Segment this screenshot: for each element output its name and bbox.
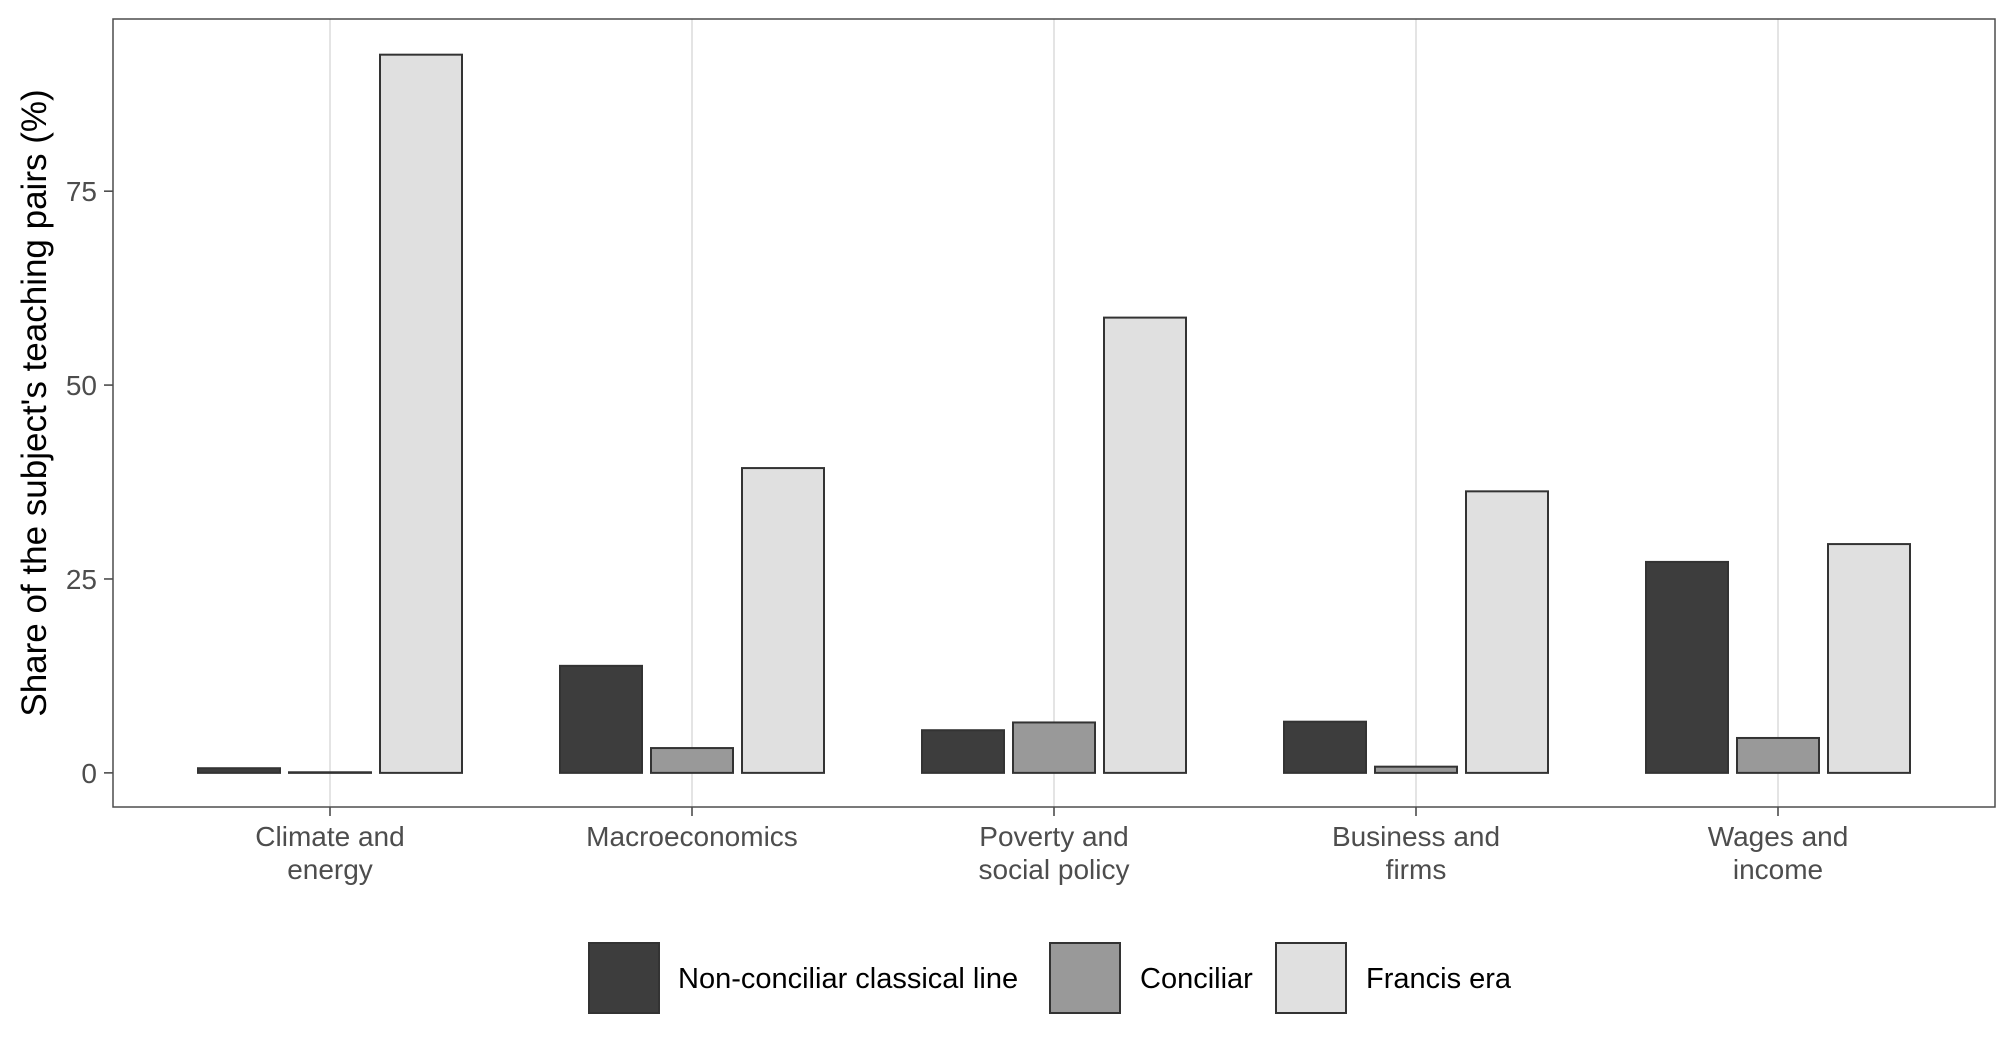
legend-label: Non-conciliar classical line [678, 963, 1018, 995]
x-axis: Climate and energy Macroeconomics Poverty a… [255, 807, 1848, 885]
x-tick-label-line: Poverty and [979, 821, 1128, 852]
bar [1827, 543, 1911, 774]
x-tick-label: Climate and energy [255, 821, 404, 885]
x-tick-label-line: social policy [979, 854, 1130, 885]
bar [650, 747, 734, 774]
y-tick-label: 50 [66, 370, 97, 401]
y-tick-label: 0 [81, 758, 97, 789]
y-axis: 0 25 50 75 [66, 176, 113, 789]
gridlines [329, 19, 1779, 807]
bar [1374, 765, 1458, 774]
x-tick-label-line: Climate and [255, 821, 404, 852]
bar [1645, 560, 1729, 774]
legend-label: Francis era [1366, 963, 1512, 995]
x-tick-label: Poverty and social policy [979, 821, 1130, 885]
x-tick-label: Macroeconomics [586, 821, 798, 852]
legend-key [1049, 942, 1121, 1014]
x-tick-label-line: Business and [1332, 821, 1500, 852]
y-axis-title: Share of the subject's teaching pairs (%… [15, 89, 54, 716]
x-tick-label-line: Wages and [1708, 821, 1849, 852]
bar [1012, 721, 1096, 774]
legend-key [588, 942, 660, 1014]
x-tick-label-line: firms [1386, 854, 1447, 885]
x-tick-label: Business and firms [1332, 821, 1500, 885]
y-tick-label: 75 [66, 176, 97, 207]
legend: Non-conciliar classical line Conciliar Fra… [588, 942, 1512, 1014]
bar [288, 771, 372, 774]
x-tick-label: Wages and income [1708, 821, 1849, 885]
bar [921, 729, 1005, 774]
legend-label: Conciliar [1140, 963, 1253, 995]
bar [1283, 720, 1367, 774]
bars [197, 53, 1911, 774]
bar [1465, 490, 1549, 774]
x-tick-label-line: energy [287, 854, 373, 885]
y-tick-label: 25 [66, 564, 97, 595]
bar [559, 664, 643, 774]
bar [379, 53, 463, 774]
x-tick-label-line: Macroeconomics [586, 821, 798, 852]
legend-key [1275, 942, 1347, 1014]
bar [197, 767, 281, 774]
bar [1103, 316, 1187, 774]
bar [1736, 736, 1820, 774]
x-tick-label-line: income [1733, 854, 1823, 885]
bar [741, 467, 825, 774]
